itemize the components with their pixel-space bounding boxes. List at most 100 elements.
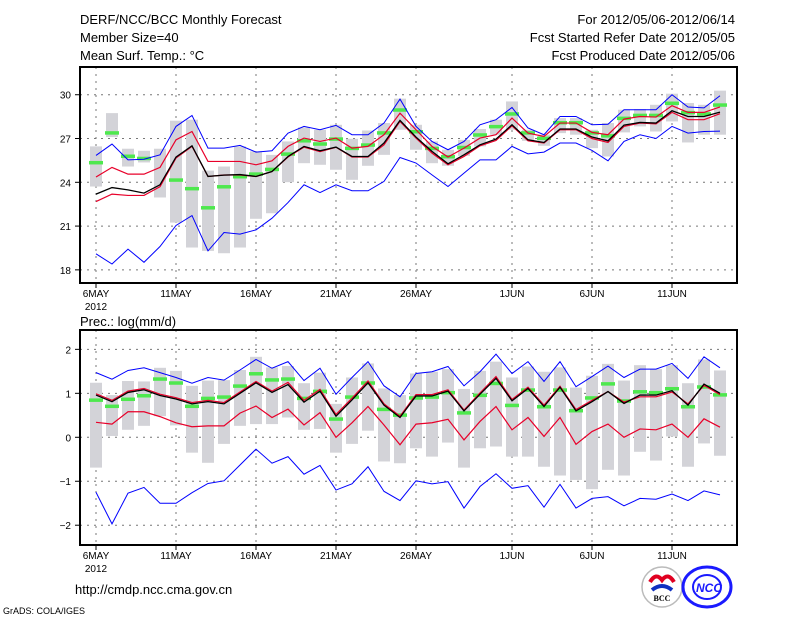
y-tick-label: −1 (60, 477, 72, 488)
observed-mark (121, 397, 135, 402)
ensemble-spread-bar (170, 120, 182, 223)
observed-mark (713, 393, 727, 397)
ensemble-spread-bar (634, 365, 646, 452)
ensemble-spread-bar (458, 388, 470, 468)
observed-mark (649, 113, 663, 118)
ensemble-spread-bar (682, 383, 694, 467)
observed-mark (377, 407, 391, 412)
observed-mark (521, 388, 535, 392)
observed-mark (633, 390, 647, 394)
ensemble-spread-bar (138, 381, 150, 426)
ensemble-spread-bar (218, 380, 230, 444)
observed-mark (473, 393, 487, 398)
observed-mark (617, 399, 631, 403)
observed-mark (601, 134, 615, 138)
forecast-period: For 2012/05/06-2012/06/14 (577, 12, 735, 27)
ensemble-spread-bar (282, 141, 294, 183)
observed-mark (649, 390, 663, 395)
ensemble-spread-bar (490, 361, 502, 447)
observed-mark (201, 206, 215, 210)
blue-lower-line (95, 448, 721, 525)
ensemble-spread-bar (314, 129, 326, 165)
observed-mark (553, 388, 567, 392)
ncc-logo-text: NCC (696, 581, 722, 595)
observed-mark (393, 108, 407, 112)
ensemble-spread-bar (538, 371, 550, 467)
observed-mark (697, 112, 711, 116)
y-tick-label: 27 (60, 135, 72, 146)
observed-mark (633, 113, 647, 118)
observed-mark (425, 146, 439, 151)
temperature-chart: 18 21 24 27 30 6MAY 11MAY 16MAY 21MAY 26MAY 1JUN 6J… (60, 66, 738, 313)
blue-lower-line (95, 125, 721, 265)
ensemble-spread-bar (122, 381, 134, 430)
ensemble-spread-bar (410, 373, 422, 449)
ensemble-spread-bar (682, 103, 694, 143)
ensemble-spread-bar (90, 382, 102, 468)
ensemble-spread-bar (394, 98, 406, 130)
y-tick-label: 18 (60, 266, 72, 277)
observed-mark (505, 112, 519, 116)
observed-mark (441, 390, 455, 395)
ensemble-spread-bar (698, 359, 710, 444)
ensemble-mean-line (95, 377, 721, 419)
figure-title: DERF/NCC/BCC Monthly Forecast (80, 12, 282, 27)
observed-mark (697, 385, 711, 389)
bcc-logo: BCC (641, 566, 683, 608)
ensemble-spread-bar (154, 367, 166, 417)
observed-mark (137, 394, 151, 398)
ensemble-spread-bar (522, 366, 534, 457)
ensemble-spread-bar (202, 380, 214, 463)
ensemble-spread-bar (538, 134, 550, 146)
ensemble-spread-bar (314, 372, 326, 429)
observed-mark (265, 378, 279, 382)
observed-mark (169, 381, 183, 385)
x-tick-label: 1JUN (499, 289, 524, 300)
x-tick-label: 26MAY (400, 551, 432, 562)
observed-mark (489, 124, 503, 129)
observed-mark (281, 377, 295, 381)
footer-url[interactable]: http://cmdp.ncc.cma.gov.cn (75, 582, 232, 597)
observed-mark (105, 131, 119, 135)
ncc-logo: NCC (681, 565, 733, 609)
ensemble-spread-bar (618, 109, 630, 133)
observed-mark (713, 103, 727, 107)
ensemble-spread-bar (650, 369, 662, 461)
x-tick-label: 11JUN (657, 551, 687, 562)
x-tick-label: 1JUN (499, 551, 524, 562)
observed-mark (425, 395, 439, 399)
fcst-started-date: Fcst Started Refer Date 2012/05/05 (530, 30, 735, 45)
observed-mark (361, 143, 375, 147)
observed-mark (537, 136, 551, 141)
observed-mark (89, 160, 103, 165)
ensemble-spread-bar (250, 151, 262, 219)
x-tick-label: 21MAY (320, 289, 352, 300)
observed-mark (233, 174, 247, 179)
ensemble-spread-bar (202, 170, 214, 251)
observed-mark (329, 137, 343, 141)
observed-mark (377, 131, 391, 135)
ensemble-spread-bar (106, 113, 118, 138)
x-tick-label: 11MAY (160, 289, 192, 300)
red-lower-line (95, 405, 721, 446)
observed-mark (137, 156, 151, 161)
ensemble-spread-bar (570, 387, 582, 480)
ensemble-spread-bar (234, 370, 246, 426)
x-tick-label: 21MAY (320, 551, 352, 562)
ensemble-spread-bar (154, 148, 166, 198)
observed-mark (265, 167, 279, 172)
ensemble-spread-bar (362, 363, 374, 431)
observed-mark (201, 396, 215, 401)
bcc-logo-text: BCC (654, 594, 671, 603)
observed-mark (281, 152, 295, 156)
observed-mark (409, 130, 423, 134)
ensemble-spread-bar (650, 104, 662, 132)
x-year-label: 2012 (85, 564, 108, 575)
observed-mark (393, 413, 407, 417)
observed-mark (409, 396, 423, 400)
observed-mark (297, 139, 311, 143)
ensemble-spread-bar (394, 395, 406, 464)
ensemble-spread-bar (138, 150, 150, 163)
observed-mark (681, 405, 695, 409)
